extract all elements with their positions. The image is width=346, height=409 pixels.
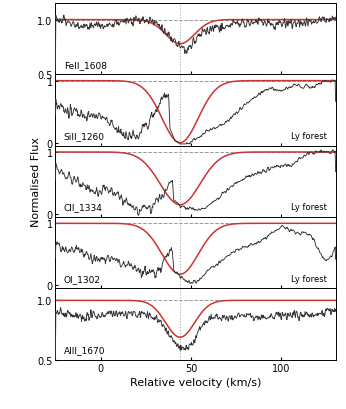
Text: Ly forest: Ly forest xyxy=(291,203,327,212)
Text: Ly forest: Ly forest xyxy=(291,274,327,283)
Y-axis label: Normalised Flux: Normalised Flux xyxy=(31,137,41,227)
Text: SiII_1260: SiII_1260 xyxy=(64,132,105,141)
Text: Ly forest: Ly forest xyxy=(291,132,327,141)
Text: CII_1334: CII_1334 xyxy=(64,203,103,212)
X-axis label: Relative velocity (km/s): Relative velocity (km/s) xyxy=(130,377,261,387)
Text: FeII_1608: FeII_1608 xyxy=(64,61,107,70)
Text: OI_1302: OI_1302 xyxy=(64,274,101,283)
Text: AlII_1670: AlII_1670 xyxy=(64,345,105,354)
